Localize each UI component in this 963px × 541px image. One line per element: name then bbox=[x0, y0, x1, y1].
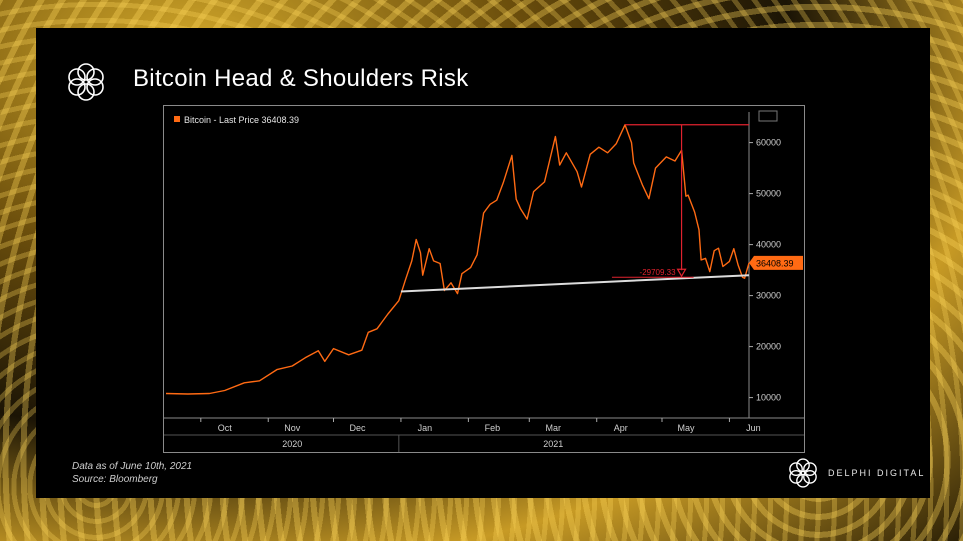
last-price-label: 36408.39 bbox=[756, 258, 794, 268]
page-title: Bitcoin Head & Shoulders Risk bbox=[133, 65, 469, 92]
slide: Bitcoin Head & Shoulders Risk 10000 20000… bbox=[36, 28, 930, 498]
drop-arrow-head bbox=[676, 268, 687, 278]
footnote-source: Source: Bloomberg bbox=[72, 474, 158, 485]
x-month-label: Jun bbox=[746, 423, 761, 433]
last-price-tag bbox=[749, 255, 803, 270]
legend-label: Bitcoin - Last Price 36408.39 bbox=[184, 115, 299, 125]
legend-swatch bbox=[174, 116, 180, 122]
footnote: Data as of June 10th, 2021 Source: Bloom… bbox=[72, 460, 192, 486]
chart-menu-button[interactable] bbox=[758, 110, 778, 122]
y-tick-label: 60000 bbox=[756, 138, 781, 148]
x-year-label: 2021 bbox=[543, 439, 563, 449]
bitcoin-price-chart: 10000 20000 30000 40000 50000 60000 Oct Nov Dec J… bbox=[164, 110, 804, 452]
y-tick-label: 30000 bbox=[756, 291, 781, 301]
y-tick-label: 20000 bbox=[756, 342, 781, 352]
bitcoin-price-line bbox=[165, 124, 750, 395]
chart-panel: 10000 20000 30000 40000 50000 60000 Oct Nov Dec J… bbox=[163, 105, 805, 453]
y-tick-label: 40000 bbox=[756, 240, 781, 250]
delphi-knot-icon bbox=[68, 63, 104, 101]
x-month-label: Dec bbox=[349, 423, 366, 433]
x-year-label: 2020 bbox=[282, 439, 302, 449]
y-tick-label: 50000 bbox=[756, 189, 781, 199]
x-month-label: Nov bbox=[284, 423, 301, 433]
x-month-label: May bbox=[677, 423, 695, 433]
footnote-date: Data as of June 10th, 2021 bbox=[72, 461, 193, 472]
brand-name: DELPHI DIGITAL bbox=[828, 468, 926, 478]
brand-mark: DELPHI DIGITAL bbox=[786, 456, 925, 490]
delphi-knot-icon bbox=[789, 458, 817, 488]
x-month-label: Mar bbox=[546, 423, 562, 433]
x-month-label: Oct bbox=[218, 423, 233, 433]
y-tick-label: 10000 bbox=[756, 393, 781, 403]
neckline bbox=[400, 274, 750, 293]
x-month-label: Apr bbox=[614, 423, 628, 433]
x-month-label: Feb bbox=[485, 423, 501, 433]
drop-label: -29709.33 bbox=[640, 268, 677, 277]
x-month-label: Jan bbox=[418, 423, 433, 433]
